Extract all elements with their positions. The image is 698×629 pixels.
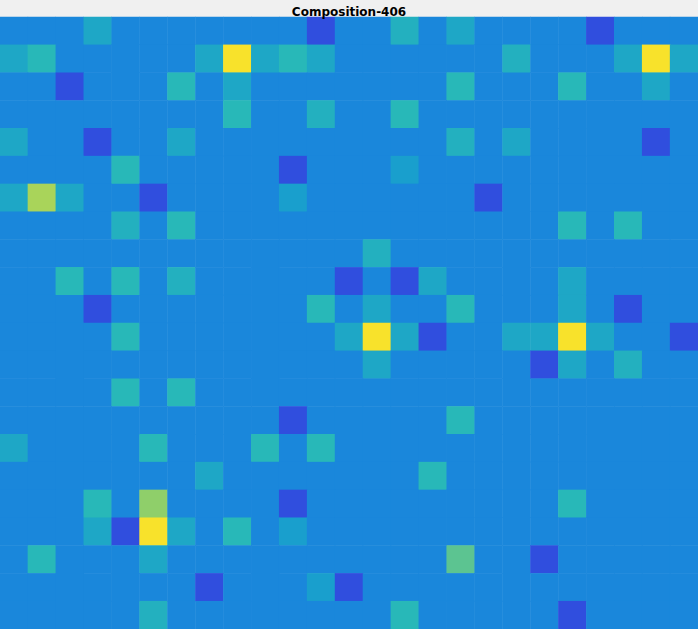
svg-text:Composition-406: Composition-406: [292, 5, 406, 19]
